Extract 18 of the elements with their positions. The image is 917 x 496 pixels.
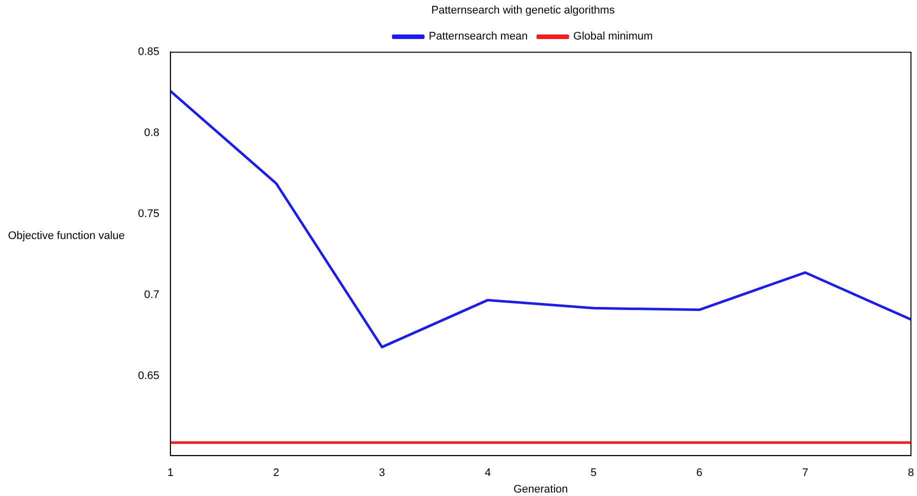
legend-label: Patternsearch mean: [428, 30, 528, 43]
legend-label: Global minimum: [573, 30, 653, 43]
y-axis-title: Objective function value: [8, 230, 125, 242]
x-tick-label: 5: [590, 467, 597, 480]
x-tick-label: 8: [908, 467, 914, 480]
x-tick-label: 2: [273, 467, 280, 480]
y-tick-label: 0.7: [144, 289, 160, 302]
x-tick-label: 6: [696, 467, 702, 480]
y-tick-label: 0.8: [144, 127, 160, 140]
y-tick-label: 0.85: [138, 46, 160, 58]
x-tick-label: 4: [484, 467, 491, 480]
y-tick-label: 0.75: [138, 208, 160, 220]
x-axis-title: Generation: [513, 483, 568, 496]
x-tick-label: 7: [802, 467, 808, 480]
y-tick-label: 0.65: [138, 370, 160, 382]
x-tick-label: 1: [167, 467, 174, 480]
x-tick-label: 3: [378, 467, 386, 480]
chart-title: Patternsearch with genetic algorithms: [431, 4, 616, 17]
